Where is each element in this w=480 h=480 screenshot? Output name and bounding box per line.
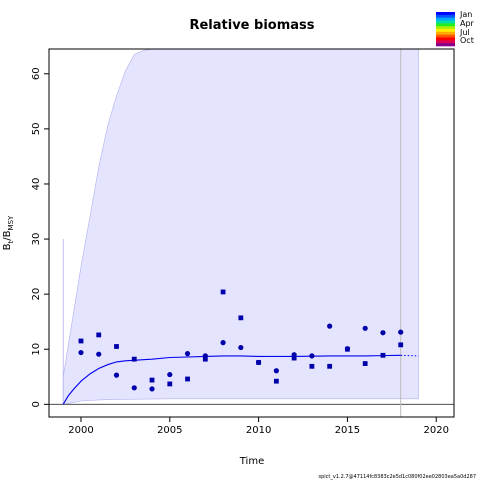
legend-color-band (436, 26, 455, 30)
legend-label-jul: Jul (459, 28, 470, 37)
y-tick-label: 60 (31, 67, 42, 80)
index-point-circle (131, 385, 137, 391)
legend-color-band (436, 43, 455, 47)
index-point-circle (167, 371, 173, 378)
index-point-square (96, 332, 102, 338)
index-point-circle (96, 351, 102, 357)
index-point-circle (273, 368, 279, 374)
index-point-square (149, 377, 155, 383)
credible-interval-band (62, 49, 419, 405)
x-axis-label: Time (239, 456, 264, 467)
index-point-circle (149, 386, 155, 392)
plot-area (49, 49, 454, 417)
index-point-circle (113, 372, 120, 378)
y-tick-label: 0 (31, 401, 42, 407)
y-tick-label: 50 (31, 123, 42, 136)
median-line (62, 354, 401, 405)
version-footer: spict_v1.2.7@47114fc8383c2e5d1c080f02ee0… (319, 474, 477, 480)
legend-label-jan: Jan (459, 10, 472, 19)
x-tick-label: 2015 (335, 425, 360, 436)
legend-color-band (436, 40, 455, 44)
month-color-bar (436, 12, 455, 47)
index-point-square (114, 344, 119, 349)
plot-frame (48, 48, 455, 418)
legend-color-band (436, 31, 455, 35)
index-point-square (362, 361, 368, 366)
index-point-circle (398, 329, 404, 335)
index-point-circle (380, 330, 386, 336)
y-axis-label: Bt/BMSY (2, 215, 15, 250)
index-point-circle (238, 344, 244, 351)
legend-label-apr: Apr (460, 19, 475, 28)
index-point-square (380, 352, 386, 358)
y-label-base: B (2, 243, 13, 250)
index-point-circle (184, 351, 191, 357)
index-point-square (185, 376, 190, 382)
y-tick-label: 20 (31, 288, 42, 301)
median-projection (400, 354, 419, 357)
legend-color-band (436, 23, 455, 27)
x-tick-label: 2005 (157, 425, 182, 436)
index-point-square (238, 315, 244, 321)
y-label-sub1: t (7, 240, 15, 243)
month-legend: Jan Apr Jul Oct (436, 10, 475, 47)
index-point-square (202, 356, 208, 362)
y-tick-label: 30 (31, 233, 42, 246)
x-tick-label: 2020 (424, 425, 449, 436)
index-point-square (273, 378, 279, 384)
x-tick-label: 2010 (246, 425, 271, 436)
index-point-square (291, 355, 297, 361)
legend-color-band (436, 37, 455, 41)
index-point-square (256, 360, 262, 365)
legend-color-band (436, 34, 455, 38)
legend-color-band (436, 14, 455, 18)
index-point-square (131, 356, 137, 362)
legend-label-oct: Oct (460, 36, 474, 45)
y-axis: 0 10 20 30 40 50 60 (31, 67, 49, 408)
legend-color-band (436, 29, 455, 33)
legend-color-band (436, 12, 455, 16)
x-tick-label: 2000 (68, 425, 93, 436)
index-point-square (309, 363, 315, 369)
index-point-circle (327, 323, 333, 329)
legend-color-band (436, 17, 455, 21)
index-point-square (78, 338, 84, 344)
index-point-square (398, 342, 404, 348)
index-point-circle (220, 340, 226, 346)
y-tick-label: 40 (31, 178, 42, 191)
index-point-square (167, 381, 173, 387)
index-point-circle (78, 349, 84, 356)
y-tick-label: 10 (31, 343, 42, 356)
legend-color-band (436, 20, 455, 24)
index-point-square (220, 289, 226, 295)
index-point-square (345, 346, 350, 352)
index-point-circle (362, 325, 368, 331)
y-label-sub2: MSY (7, 215, 15, 230)
chart-title: Relative biomass (189, 18, 314, 33)
x-axis: 2000 2005 2010 2015 2020 (68, 417, 449, 436)
index-point-circle (309, 353, 315, 359)
y-label-sep: /B (2, 230, 13, 240)
index-point-square (327, 363, 333, 369)
